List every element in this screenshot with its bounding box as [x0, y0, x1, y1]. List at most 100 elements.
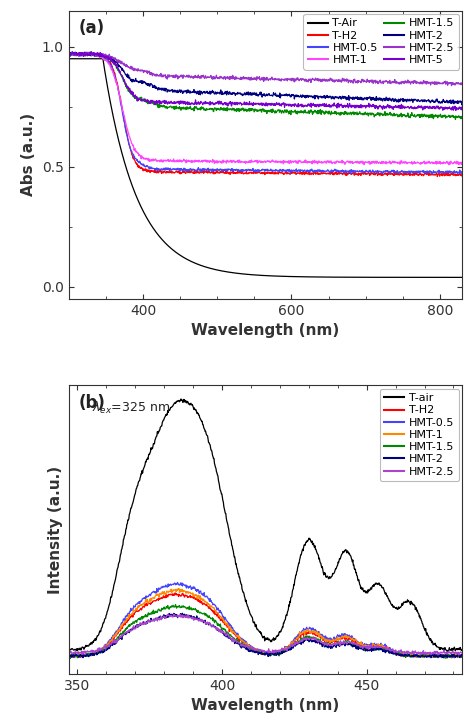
T-H2: [88, 48, 94, 57]
HMT-2.5: [365, 644, 371, 652]
HMT-2: [80, 653, 86, 662]
T-H2: [380, 171, 386, 180]
HMT-2.5: [225, 75, 231, 83]
T-Air: [239, 270, 245, 278]
T-air: [317, 557, 323, 565]
HMT-1.5: [459, 652, 465, 661]
HMT-1: [459, 160, 465, 168]
HMT-2.5: [317, 637, 323, 645]
HMT-5: [459, 104, 465, 113]
HMT-2.5: [449, 81, 455, 90]
HMT-1.5: [380, 111, 386, 120]
HMT-2: [225, 88, 231, 97]
Legend: T-air, T-H2, HMT-0.5, HMT-1, HMT-1.5, HMT-2, HMT-2.5: T-air, T-H2, HMT-0.5, HMT-1, HMT-1.5, HM…: [380, 389, 459, 481]
HMT-2: [459, 101, 465, 109]
HMT-2: [373, 96, 379, 104]
Line: T-Air: T-Air: [69, 54, 462, 277]
HMT-2.5: [90, 647, 96, 656]
T-Air: [337, 273, 342, 282]
T-H2: [225, 168, 231, 177]
Text: (b): (b): [79, 394, 105, 412]
T-Air: [107, 93, 112, 101]
HMT-5: [225, 99, 231, 108]
HMT-1.5: [459, 113, 465, 122]
Line: HMT-2: HMT-2: [69, 613, 462, 657]
HMT-1.5: [107, 55, 112, 63]
HMT-0.5: [459, 170, 465, 179]
HMT-5: [107, 54, 112, 63]
T-air: [66, 646, 72, 655]
T-air: [459, 645, 465, 654]
T-H2: [337, 168, 342, 176]
HMT-2: [365, 645, 371, 653]
HMT-1.5: [173, 600, 178, 609]
Line: T-H2: T-H2: [69, 593, 462, 658]
T-air: [305, 536, 311, 545]
HMT-2: [66, 48, 72, 57]
HMT-1.5: [406, 651, 411, 660]
HMT-2: [82, 48, 88, 56]
HMT-0.5: [459, 652, 465, 661]
HMT-2.5: [66, 649, 72, 657]
HMT-5: [337, 103, 342, 111]
Line: HMT-0.5: HMT-0.5: [69, 51, 462, 175]
HMT-1.5: [67, 655, 73, 663]
HMT-5: [239, 100, 245, 108]
HMT-0.5: [69, 47, 75, 56]
T-H2: [317, 632, 323, 640]
HMT-0.5: [72, 653, 77, 662]
T-H2: [459, 171, 465, 180]
HMT-1.5: [66, 651, 72, 660]
HMT-1: [176, 584, 182, 593]
HMT-2: [107, 51, 112, 60]
HMT-2.5: [85, 48, 91, 56]
HMT-2: [337, 93, 342, 101]
HMT-0.5: [373, 167, 379, 175]
HMT-2.5: [456, 651, 462, 660]
HMT-5: [380, 103, 386, 111]
HMT-1.5: [295, 638, 301, 647]
Y-axis label: Abs (a.u.): Abs (a.u.): [21, 113, 36, 196]
T-H2: [459, 653, 465, 662]
HMT-1.5: [318, 635, 323, 643]
T-H2: [305, 628, 311, 637]
HMT-2.5: [107, 50, 112, 58]
T-air: [90, 637, 96, 646]
HMT-1: [365, 642, 371, 651]
Line: HMT-2.5: HMT-2.5: [69, 614, 462, 655]
T-air: [405, 597, 411, 605]
HMT-1: [107, 60, 112, 68]
HMT-1.5: [453, 115, 458, 123]
HMT-2: [295, 640, 301, 648]
T-H2: [66, 652, 72, 660]
HMT-2: [239, 91, 245, 100]
T-H2: [90, 650, 96, 659]
HMT-0.5: [225, 165, 231, 173]
HMT-2.5: [305, 635, 311, 643]
HMT-1: [72, 48, 77, 56]
HMT-5: [453, 106, 459, 115]
Line: HMT-5: HMT-5: [69, 52, 462, 111]
HMT-2.5: [171, 610, 176, 618]
Line: HMT-1.5: HMT-1.5: [69, 52, 462, 119]
X-axis label: Wavelength (nm): Wavelength (nm): [191, 698, 339, 713]
T-H2: [107, 57, 112, 66]
HMT-1.5: [239, 106, 245, 114]
HMT-2: [459, 652, 465, 660]
T-H2: [295, 637, 301, 645]
HMT-1: [337, 158, 342, 166]
Line: T-air: T-air: [69, 399, 462, 652]
HMT-0.5: [406, 652, 411, 660]
HMT-1: [381, 159, 386, 168]
HMT-1: [295, 633, 301, 642]
T-air: [295, 563, 301, 572]
HMT-1.5: [306, 633, 311, 642]
HMT-1: [91, 649, 96, 657]
HMT-0.5: [66, 652, 72, 660]
HMT-1: [225, 158, 231, 166]
HMT-2: [306, 635, 311, 643]
HMT-2.5: [337, 76, 342, 85]
HMT-0.5: [365, 641, 371, 650]
HMT-2: [66, 653, 72, 662]
Line: HMT-2: HMT-2: [69, 52, 462, 105]
